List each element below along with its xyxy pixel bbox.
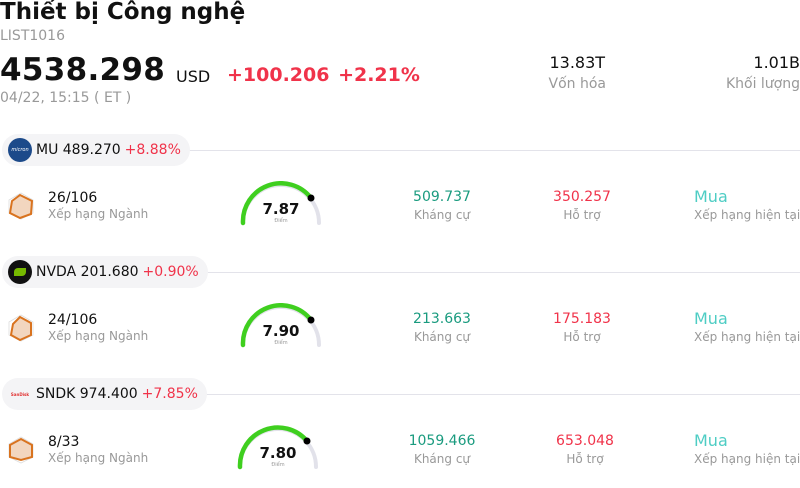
industry-rank: 26/106 Xếp hạng Ngành (48, 190, 148, 221)
industry-rank: 8/33 Xếp hạng Ngành (48, 434, 148, 465)
stock-chip-sndk[interactable]: SanDisk SNDK 974.400 +7.85% (2, 378, 207, 410)
stock-symbol-price: MU 489.270 (36, 142, 121, 158)
stock-detail-row: 24/106 Xếp hạng Ngành 7.90 Điểm 213.663 … (0, 303, 800, 365)
timestamp: 04/22, 15:15 ( ET ) (0, 90, 132, 106)
resistance-label: Kháng cự (413, 208, 471, 222)
volume-stat: 1.01B Khối lượng (726, 53, 800, 92)
stock-chip-mu[interactable]: micron MU 489.270 +8.88% (2, 134, 190, 166)
current-rating: Mua Xếp hạng hiện tại (694, 431, 800, 466)
resistance-label: Kháng cự (413, 452, 471, 466)
stock-detail-row: 26/106 Xếp hạng Ngành 7.87 Điểm 509.737 … (0, 181, 800, 243)
resistance: 213.663 Kháng cự (392, 311, 492, 344)
current-rating: Mua Xếp hạng hiện tại (694, 187, 800, 222)
rating-label: Xếp hạng hiện tại (694, 208, 800, 222)
resistance: 1059.466 Kháng cự (392, 433, 492, 466)
resistance-value: 213.663 (413, 311, 471, 327)
price-change: +100.206 +2.21% (227, 64, 420, 86)
industry-rank-label: Xếp hạng Ngành (48, 329, 149, 343)
volume-label: Khối lượng (725, 76, 800, 92)
micron-logo-icon: micron (8, 138, 32, 162)
support: 175.183 Hỗ trợ (532, 311, 632, 344)
radar-chart-icon (8, 436, 34, 464)
resistance-value: 509.737 (413, 189, 471, 205)
industry-rank: 24/106 Xếp hạng Ngành (48, 312, 148, 343)
score-gauge: 7.80 Điểm (237, 425, 327, 475)
currency-label: USD (176, 67, 211, 86)
rating-value: Mua (694, 309, 728, 328)
resistance: 509.737 Kháng cự (392, 189, 492, 222)
industry-rank-value: 26/106 (48, 190, 98, 206)
current-rating: Mua Xếp hạng hiện tại (694, 309, 800, 344)
divider (180, 394, 800, 395)
support-value: 653.048 (556, 433, 614, 449)
resistance-value: 1059.466 (408, 433, 476, 449)
stock-change-pct: +8.88% (124, 142, 181, 158)
score-value: 7.80 (259, 444, 297, 462)
industry-rank-value: 8/33 (48, 434, 80, 450)
rating-value: Mua (694, 431, 728, 450)
support-label: Hỗ trợ (566, 452, 604, 466)
score-label: Điểm (274, 340, 288, 346)
support-label: Hỗ trợ (563, 208, 601, 222)
industry-rank-label: Xếp hạng Ngành (48, 451, 149, 465)
support-label: Hỗ trợ (563, 330, 601, 344)
nvidia-logo-icon (8, 260, 32, 284)
stock-change-pct: +7.85% (141, 386, 198, 402)
support: 653.048 Hỗ trợ (535, 433, 635, 466)
support-value: 350.257 (553, 189, 611, 205)
rating-value: Mua (694, 187, 728, 206)
score-value: 7.90 (262, 322, 300, 340)
volume-value: 1.01B (753, 53, 800, 72)
score-gauge: 7.90 Điểm (240, 303, 330, 353)
support: 350.257 Hỗ trợ (532, 189, 632, 222)
industry-rank-value: 24/106 (48, 312, 98, 328)
score-gauge: 7.87 Điểm (240, 181, 330, 231)
radar-chart-icon (8, 314, 34, 342)
score-label: Điểm (274, 218, 288, 224)
stock-detail-row: 8/33 Xếp hạng Ngành 7.80 Điểm 1059.466 K… (0, 425, 800, 487)
score-value: 7.87 (262, 200, 300, 218)
resistance-label: Kháng cự (413, 330, 471, 344)
industry-rank-label: Xếp hạng Ngành (48, 207, 149, 221)
rating-label: Xếp hạng hiện tại (694, 452, 800, 466)
page-title: Thiết bị Công nghệ (0, 0, 246, 25)
stock-header-row: SanDisk SNDK 974.400 +7.85% (0, 378, 800, 410)
stock-header-row: NVDA 201.680 +0.90% (0, 256, 800, 288)
score-label: Điểm (271, 462, 285, 468)
index-price: 4538.298 (0, 52, 166, 88)
market-cap-value: 13.83T (549, 53, 606, 72)
divider (180, 150, 800, 151)
stock-chip-nvda[interactable]: NVDA 201.680 +0.90% (2, 256, 208, 288)
support-value: 175.183 (553, 311, 611, 327)
rating-label: Xếp hạng hiện tại (694, 330, 800, 344)
stock-change-pct: +0.90% (142, 264, 199, 280)
list-code: LIST1016 (0, 28, 65, 44)
sandisk-logo-icon: SanDisk (10, 391, 30, 397)
stock-symbol-price: NVDA 201.680 (36, 264, 139, 280)
market-cap-stat: 13.83T Vốn hóa (549, 53, 606, 92)
stock-header-row: micron MU 489.270 +8.88% (0, 134, 800, 166)
divider (180, 272, 800, 273)
radar-chart-icon (8, 192, 34, 220)
stock-symbol-price: SNDK 974.400 (36, 386, 138, 402)
market-cap-label: Vốn hóa (548, 76, 606, 92)
